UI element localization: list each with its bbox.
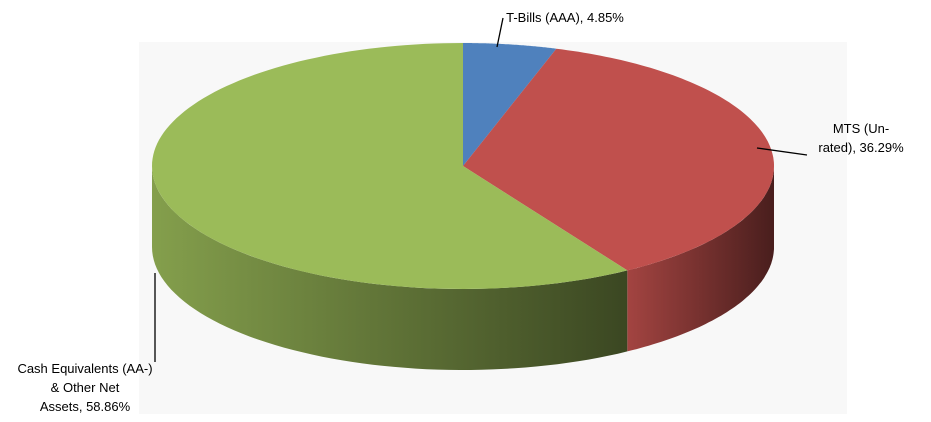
leader-line-0: [496, 17, 504, 48]
pie-side-2: [152, 166, 628, 370]
data-label-0: T-Bills (AAA), 4.85%: [506, 10, 624, 25]
data-label-2: Cash Equivalents (AA-) & Other Net Assets,…: [17, 361, 152, 414]
pie-top-faces: [152, 43, 774, 289]
pie-slice-1: [463, 48, 774, 271]
pie-side-1: [627, 166, 774, 352]
data-labels: T-Bills (AAA), 4.85% MTS (Un-rated), 36.2…: [17, 10, 904, 414]
pie-slice-2: [152, 43, 628, 289]
pie-side-faces: [152, 166, 774, 370]
leader-line-1: [756, 147, 808, 156]
leader-lines: [154, 17, 808, 362]
data-label-1: MTS (Un-rated), 36.29%: [818, 121, 904, 155]
pie-slice-0: [463, 43, 557, 166]
